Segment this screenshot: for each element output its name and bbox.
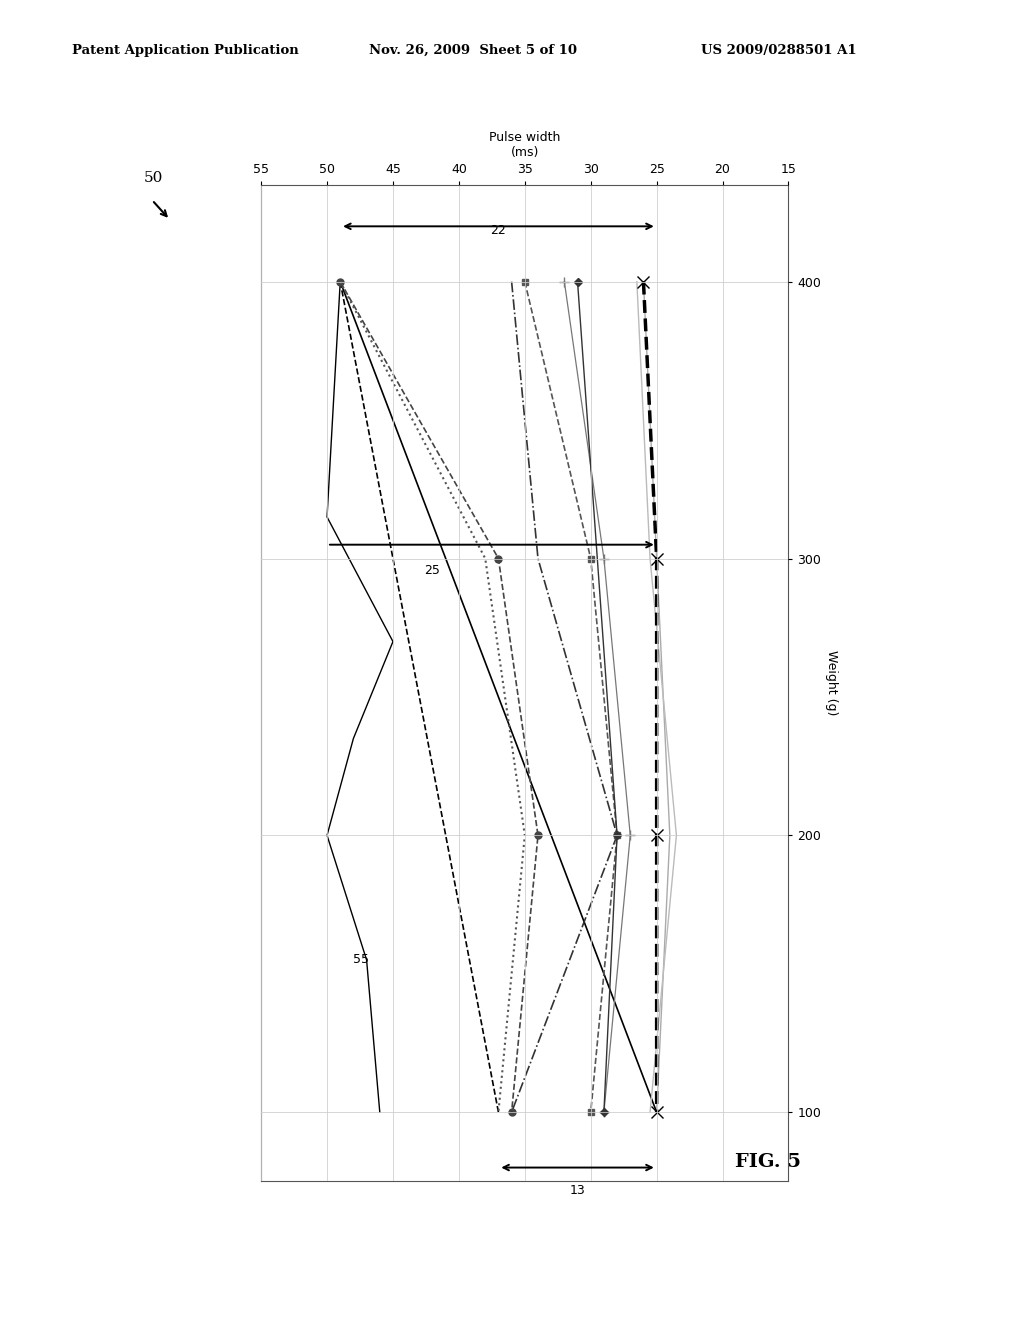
Text: 22: 22 <box>490 224 506 238</box>
Text: Nov. 26, 2009  Sheet 5 of 10: Nov. 26, 2009 Sheet 5 of 10 <box>369 44 577 57</box>
Text: 50: 50 <box>143 170 163 185</box>
Text: FIG. 5: FIG. 5 <box>735 1152 801 1171</box>
Text: 13: 13 <box>569 1184 586 1197</box>
Text: Patent Application Publication: Patent Application Publication <box>72 44 298 57</box>
Text: 55: 55 <box>353 953 370 966</box>
Text: 25: 25 <box>425 564 440 577</box>
X-axis label: Pulse width
(ms): Pulse width (ms) <box>489 131 560 158</box>
Text: US 2009/0288501 A1: US 2009/0288501 A1 <box>701 44 857 57</box>
Y-axis label: Weight (g): Weight (g) <box>825 651 838 715</box>
